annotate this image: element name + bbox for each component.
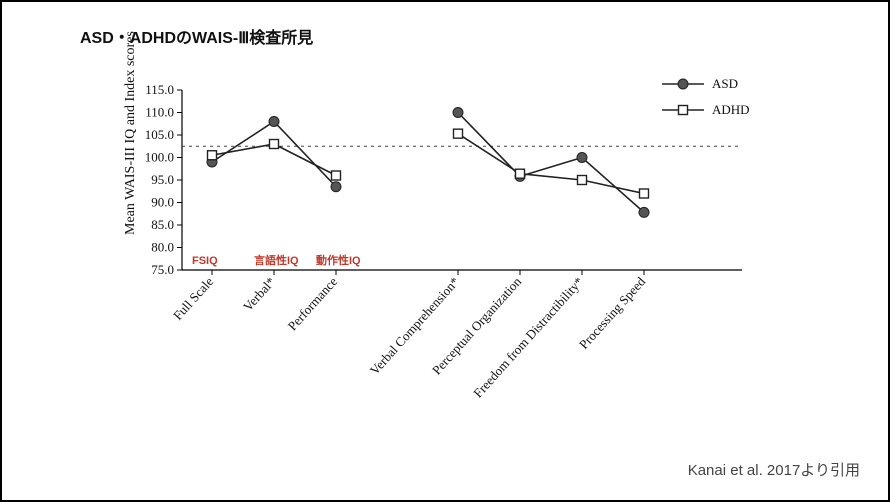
legend-label-asd: ASD (712, 76, 738, 91)
chart-svg: 75.0 80.0 85.0 90.0 95.0 100.0 105.0 110.0 115.0… (122, 80, 812, 410)
x-category-label: Freedom from Distractibility* (470, 274, 586, 400)
x-category-label: Full Scale (170, 274, 216, 323)
red-annotation: 言語性IQ (254, 253, 299, 267)
marker-adhd (454, 129, 463, 138)
legend-label-adhd: ADHD (712, 102, 750, 117)
marker-adhd (578, 176, 587, 185)
wais-chart: 75.0 80.0 85.0 90.0 95.0 100.0 105.0 110.0 115.0… (122, 80, 812, 410)
marker-asd (577, 153, 587, 163)
red-annotation: 動作性IQ (316, 253, 361, 267)
x-category-label: Performance (285, 274, 341, 334)
y-tick-label: 115.0 (145, 82, 174, 97)
marker-adhd (208, 151, 217, 160)
marker-asd (453, 108, 463, 118)
citation-text: Kanai et al. 2017より引用 (688, 459, 860, 480)
y-tick-label: 85.0 (151, 217, 174, 232)
marker-adhd (640, 189, 649, 198)
legend-marker-asd (678, 79, 688, 89)
page-title: ASD・ADHDのWAIS-Ⅲ検査所見 (80, 24, 313, 48)
y-tick-label: 90.0 (151, 195, 174, 210)
series-line-asd (458, 113, 644, 213)
marker-adhd (270, 140, 279, 149)
y-axis-label: Mean WAIS-III IQ and Index scores (123, 31, 138, 235)
marker-adhd (516, 169, 525, 178)
y-tick-label: 80.0 (151, 240, 174, 255)
y-tick-label: 110.0 (145, 105, 174, 120)
x-category-label: Processing Speed (576, 274, 649, 352)
marker-asd (331, 182, 341, 192)
x-category-label: Verbal* (240, 274, 278, 314)
y-tick-label: 95.0 (151, 172, 174, 187)
marker-asd (639, 207, 649, 217)
y-tick-label: 100.0 (145, 150, 174, 165)
marker-asd (269, 117, 279, 127)
y-tick-label: 75.0 (151, 262, 174, 277)
series-line-adhd (458, 134, 644, 194)
marker-adhd (332, 171, 341, 180)
red-annotation: FSIQ (192, 255, 218, 267)
legend-marker-adhd (679, 106, 688, 115)
y-tick-label: 105.0 (145, 127, 174, 142)
slide-frame: ASD・ADHDのWAIS-Ⅲ検査所見 75.0 80.0 85.0 90.0 95.0… (0, 0, 890, 502)
series-line-asd (212, 122, 336, 187)
